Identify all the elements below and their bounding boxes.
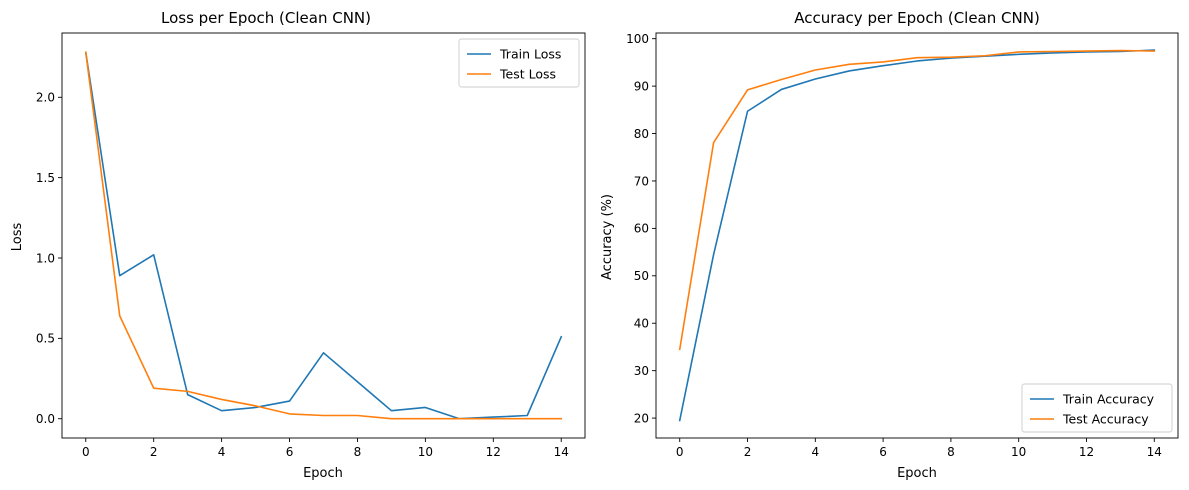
- accuracy-ytick-label: 80: [634, 127, 649, 141]
- accuracy-chart-ylabel: Accuracy (%): [600, 194, 615, 280]
- loss-xtick-label: 2: [150, 445, 158, 459]
- accuracy-ytick-label: 40: [634, 317, 649, 331]
- accuracy-legend-label-0: Train Accuracy: [1062, 392, 1155, 407]
- accuracy-xtick-label: 10: [1011, 445, 1026, 459]
- accuracy-series-line-1: [678, 49, 1156, 351]
- accuracy-xtick-label: 8: [947, 445, 955, 459]
- loss-axes-frame: [61, 32, 586, 439]
- loss-xtick-label: 4: [218, 445, 226, 459]
- loss-xtick-label: 6: [286, 445, 294, 459]
- accuracy-ytick-label: 90: [634, 79, 649, 93]
- accuracy-ytick-label: 20: [634, 411, 649, 425]
- loss-ytick-label: 0.5: [36, 332, 55, 346]
- accuracy-xtick-label: 12: [1079, 445, 1094, 459]
- loss-chart-ylabel: Loss: [10, 223, 25, 252]
- accuracy-plot-area: 0 2 4 6 8 10 12 14 20 30 40 50 60 70 80 90 100 Train Accu…: [626, 32, 1179, 459]
- loss-xtick-label: 12: [486, 445, 501, 459]
- accuracy-ytick-label: 50: [634, 269, 649, 283]
- loss-ytick-label: 2.0: [36, 91, 55, 105]
- accuracy-chart-xlabel: Epoch: [897, 466, 937, 481]
- loss-xtick-label: 8: [354, 445, 362, 459]
- loss-chart-xlabel: Epoch: [303, 466, 343, 481]
- loss-xtick-label: 10: [418, 445, 433, 459]
- loss-chart-title: Loss per Epoch (Clean CNN): [161, 9, 371, 27]
- loss-series-line-0: [84, 51, 563, 420]
- loss-plot-area: 0 2 4 6 8 10 12 14 0.0 0.5 1.0 1.5 2.0 Train Loss Test…: [36, 32, 586, 459]
- loss-ytick-label: 1.0: [36, 251, 55, 265]
- loss-ytick-label: 0.0: [36, 412, 55, 426]
- accuracy-chart: Accuracy per Epoch (Clean CNN) Epoch Acc…: [600, 9, 1179, 481]
- accuracy-legend-box: [1021, 383, 1173, 433]
- loss-xtick-label: 14: [554, 445, 569, 459]
- loss-chart: Loss per Epoch (Clean CNN) Epoch Loss 0 2…: [10, 9, 586, 481]
- loss-legend-label-1: Test Loss: [499, 67, 556, 82]
- accuracy-xtick-label: 6: [879, 445, 887, 459]
- loss-legend: Train Loss Test Loss: [458, 38, 580, 88]
- accuracy-legend: Train Accuracy Test Accuracy: [1021, 383, 1173, 433]
- loss-legend-label-0: Train Loss: [499, 47, 561, 62]
- accuracy-xtick-label: 14: [1147, 445, 1162, 459]
- loss-legend-box: [458, 38, 580, 88]
- accuracy-axes-frame: [655, 32, 1179, 439]
- accuracy-xtick-label: 2: [744, 445, 752, 459]
- accuracy-xtick-label: 0: [676, 445, 684, 459]
- accuracy-ytick-label: 60: [634, 222, 649, 236]
- accuracy-ytick-label: 100: [626, 32, 649, 46]
- accuracy-ytick-label: 70: [634, 174, 649, 188]
- loss-series-line-1: [84, 51, 563, 420]
- accuracy-legend-label-1: Test Accuracy: [1062, 412, 1149, 427]
- accuracy-chart-title: Accuracy per Epoch (Clean CNN): [794, 9, 1040, 27]
- accuracy-ytick-label: 30: [634, 364, 649, 378]
- accuracy-xtick-label: 4: [811, 445, 819, 459]
- accuracy-series-line-0: [678, 49, 1156, 422]
- loss-ytick-label: 1.5: [36, 171, 55, 185]
- loss-xtick-label: 0: [82, 445, 90, 459]
